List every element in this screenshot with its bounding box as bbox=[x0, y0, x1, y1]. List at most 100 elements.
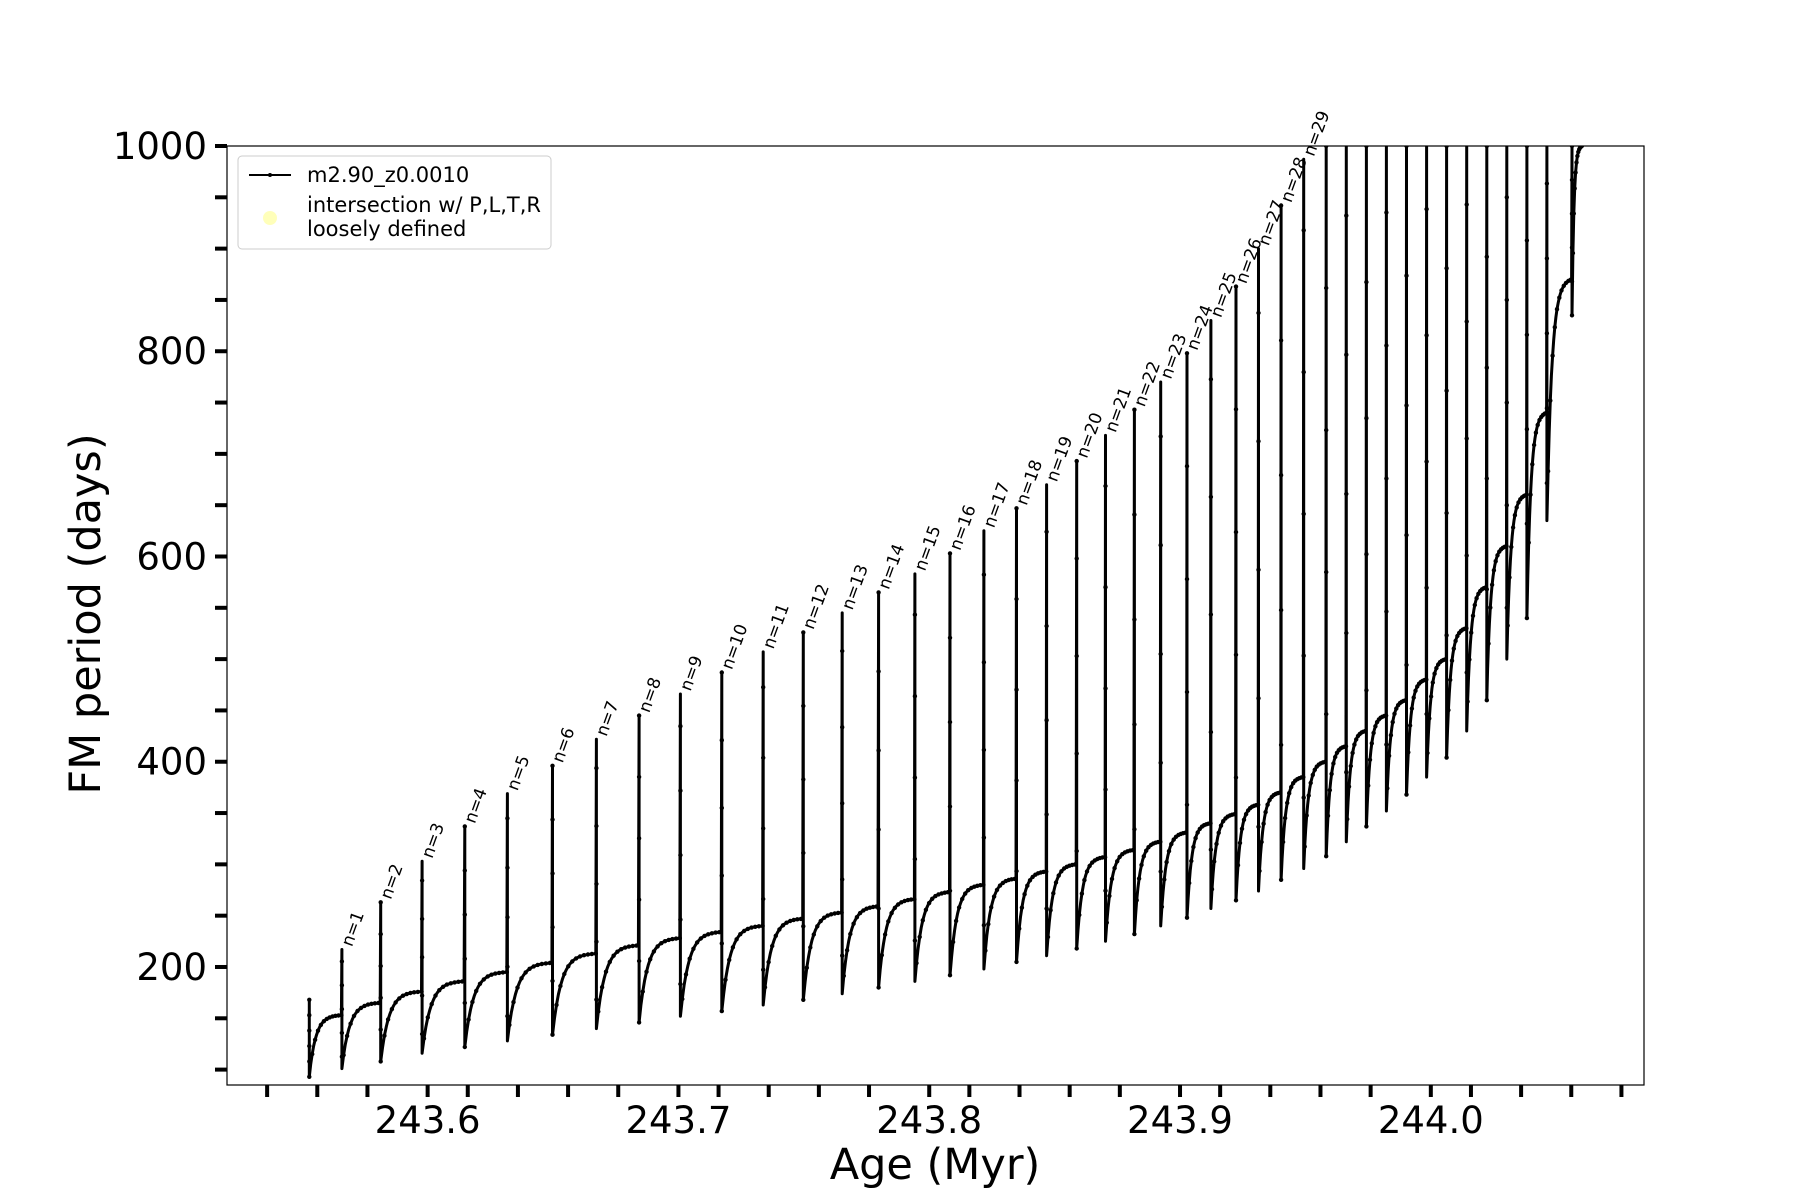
series-point bbox=[558, 983, 563, 989]
series-point bbox=[378, 963, 383, 969]
series-point bbox=[1285, 800, 1290, 806]
series-point bbox=[1044, 623, 1049, 629]
series-point bbox=[1369, 741, 1375, 746]
series-point bbox=[1282, 815, 1288, 821]
series-point bbox=[1327, 787, 1333, 793]
series-point bbox=[1467, 657, 1472, 662]
series-point bbox=[376, 1000, 381, 1006]
series-point bbox=[1484, 698, 1490, 703]
series-point bbox=[709, 931, 715, 936]
series-point bbox=[870, 904, 876, 910]
series-point bbox=[1022, 892, 1027, 897]
series-point bbox=[1044, 869, 1049, 874]
series-point bbox=[404, 991, 409, 997]
series-point bbox=[566, 964, 571, 969]
series-point bbox=[1491, 568, 1497, 573]
x-axis-label: Age (Myr) bbox=[830, 1140, 1041, 1190]
series-point bbox=[573, 956, 579, 961]
series-point bbox=[848, 931, 853, 937]
y-tick-label: 600 bbox=[136, 535, 207, 578]
series-point bbox=[318, 1022, 324, 1028]
series-point bbox=[1074, 653, 1079, 659]
series-point bbox=[1484, 476, 1490, 481]
series-point bbox=[702, 933, 707, 939]
series-point bbox=[369, 1001, 374, 1006]
series-point bbox=[603, 969, 609, 974]
series-point bbox=[1235, 863, 1241, 868]
series-point bbox=[1544, 480, 1550, 486]
series-point bbox=[1158, 839, 1163, 844]
series-point bbox=[1304, 813, 1309, 818]
series-point bbox=[1243, 811, 1249, 817]
series-point bbox=[832, 911, 837, 916]
series-point bbox=[1239, 826, 1245, 831]
series-point bbox=[791, 917, 796, 923]
series-point bbox=[594, 881, 599, 887]
series-point bbox=[687, 956, 692, 961]
series-point bbox=[912, 938, 918, 943]
series-point bbox=[1484, 587, 1490, 592]
series-point bbox=[1403, 698, 1408, 703]
series-point bbox=[636, 897, 642, 902]
series-point bbox=[1507, 575, 1512, 580]
series-point bbox=[1427, 716, 1432, 721]
series-point bbox=[419, 955, 425, 960]
series-point bbox=[1373, 724, 1378, 729]
series-point bbox=[678, 852, 683, 858]
series-point bbox=[1302, 844, 1307, 849]
series-point bbox=[1301, 511, 1306, 517]
legend-box bbox=[237, 155, 552, 250]
series-point bbox=[981, 923, 987, 928]
series-point bbox=[365, 1002, 371, 1007]
series-point bbox=[719, 941, 724, 946]
series-point bbox=[1448, 677, 1453, 683]
series-point bbox=[876, 827, 881, 832]
series-point bbox=[515, 985, 520, 990]
series-point bbox=[841, 973, 846, 978]
series-point bbox=[1352, 742, 1357, 747]
series-point bbox=[912, 612, 918, 617]
series-point bbox=[801, 924, 806, 929]
series-point bbox=[1384, 210, 1389, 215]
series-point bbox=[460, 979, 465, 984]
series-point bbox=[1184, 689, 1190, 695]
series-point bbox=[1544, 256, 1550, 261]
series-point bbox=[1343, 744, 1349, 749]
series-point bbox=[1404, 273, 1409, 278]
series-point bbox=[947, 804, 953, 809]
series-point bbox=[622, 945, 628, 950]
series-point bbox=[1344, 491, 1349, 497]
series-point bbox=[400, 993, 406, 998]
series-point bbox=[1464, 319, 1469, 324]
series-point bbox=[698, 936, 703, 941]
series-point bbox=[1277, 790, 1282, 795]
series-point bbox=[1544, 406, 1550, 411]
series-point bbox=[761, 755, 766, 760]
series-point bbox=[1107, 893, 1112, 899]
series-point bbox=[1493, 559, 1498, 564]
series-point bbox=[981, 660, 987, 665]
series-point bbox=[1132, 827, 1137, 832]
series-point bbox=[1103, 787, 1108, 792]
series-point bbox=[1324, 285, 1329, 291]
series-point bbox=[648, 957, 653, 962]
series-point bbox=[1345, 816, 1350, 822]
series-point bbox=[382, 1033, 387, 1038]
series-point bbox=[607, 959, 612, 965]
series-point bbox=[1301, 795, 1306, 800]
series-point bbox=[1259, 839, 1264, 845]
series-point bbox=[1569, 313, 1575, 318]
series-point bbox=[963, 891, 968, 896]
series-point bbox=[489, 972, 494, 977]
series-point bbox=[730, 945, 736, 950]
series-point bbox=[719, 1008, 724, 1014]
series-point bbox=[876, 748, 881, 753]
series-point bbox=[1573, 170, 1578, 175]
series-point bbox=[1208, 377, 1214, 382]
series-point bbox=[1444, 510, 1449, 516]
series-point bbox=[589, 951, 594, 957]
series-point bbox=[1404, 532, 1409, 538]
series-point bbox=[1059, 869, 1064, 874]
series-point bbox=[960, 896, 965, 902]
series-point bbox=[1571, 211, 1577, 216]
